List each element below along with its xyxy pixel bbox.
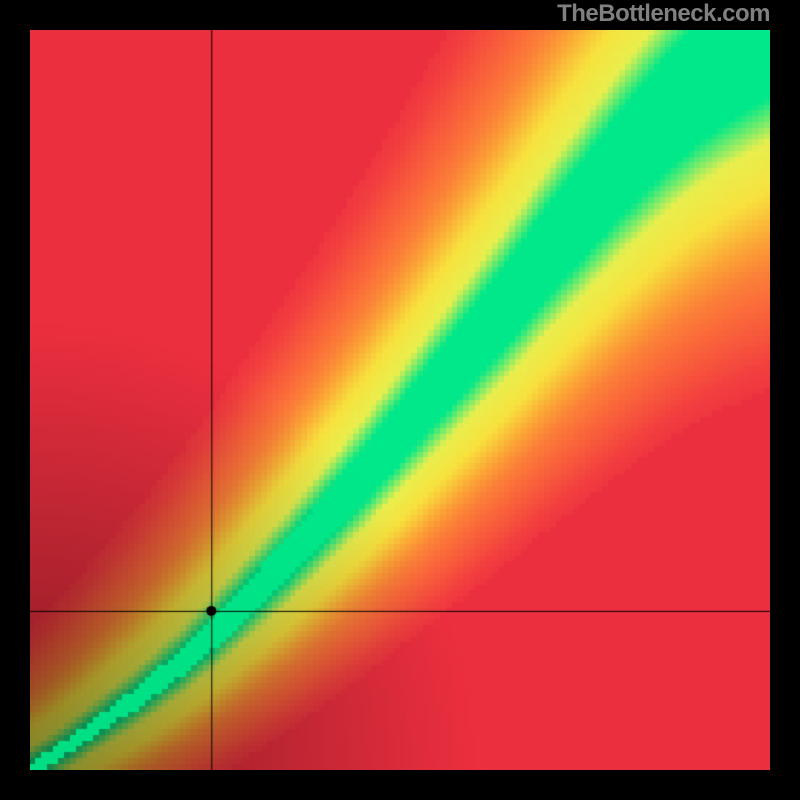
chart-container: TheBottleneck.com xyxy=(0,0,800,800)
bottleneck-heatmap xyxy=(30,30,770,770)
watermark-text: TheBottleneck.com xyxy=(557,0,770,28)
